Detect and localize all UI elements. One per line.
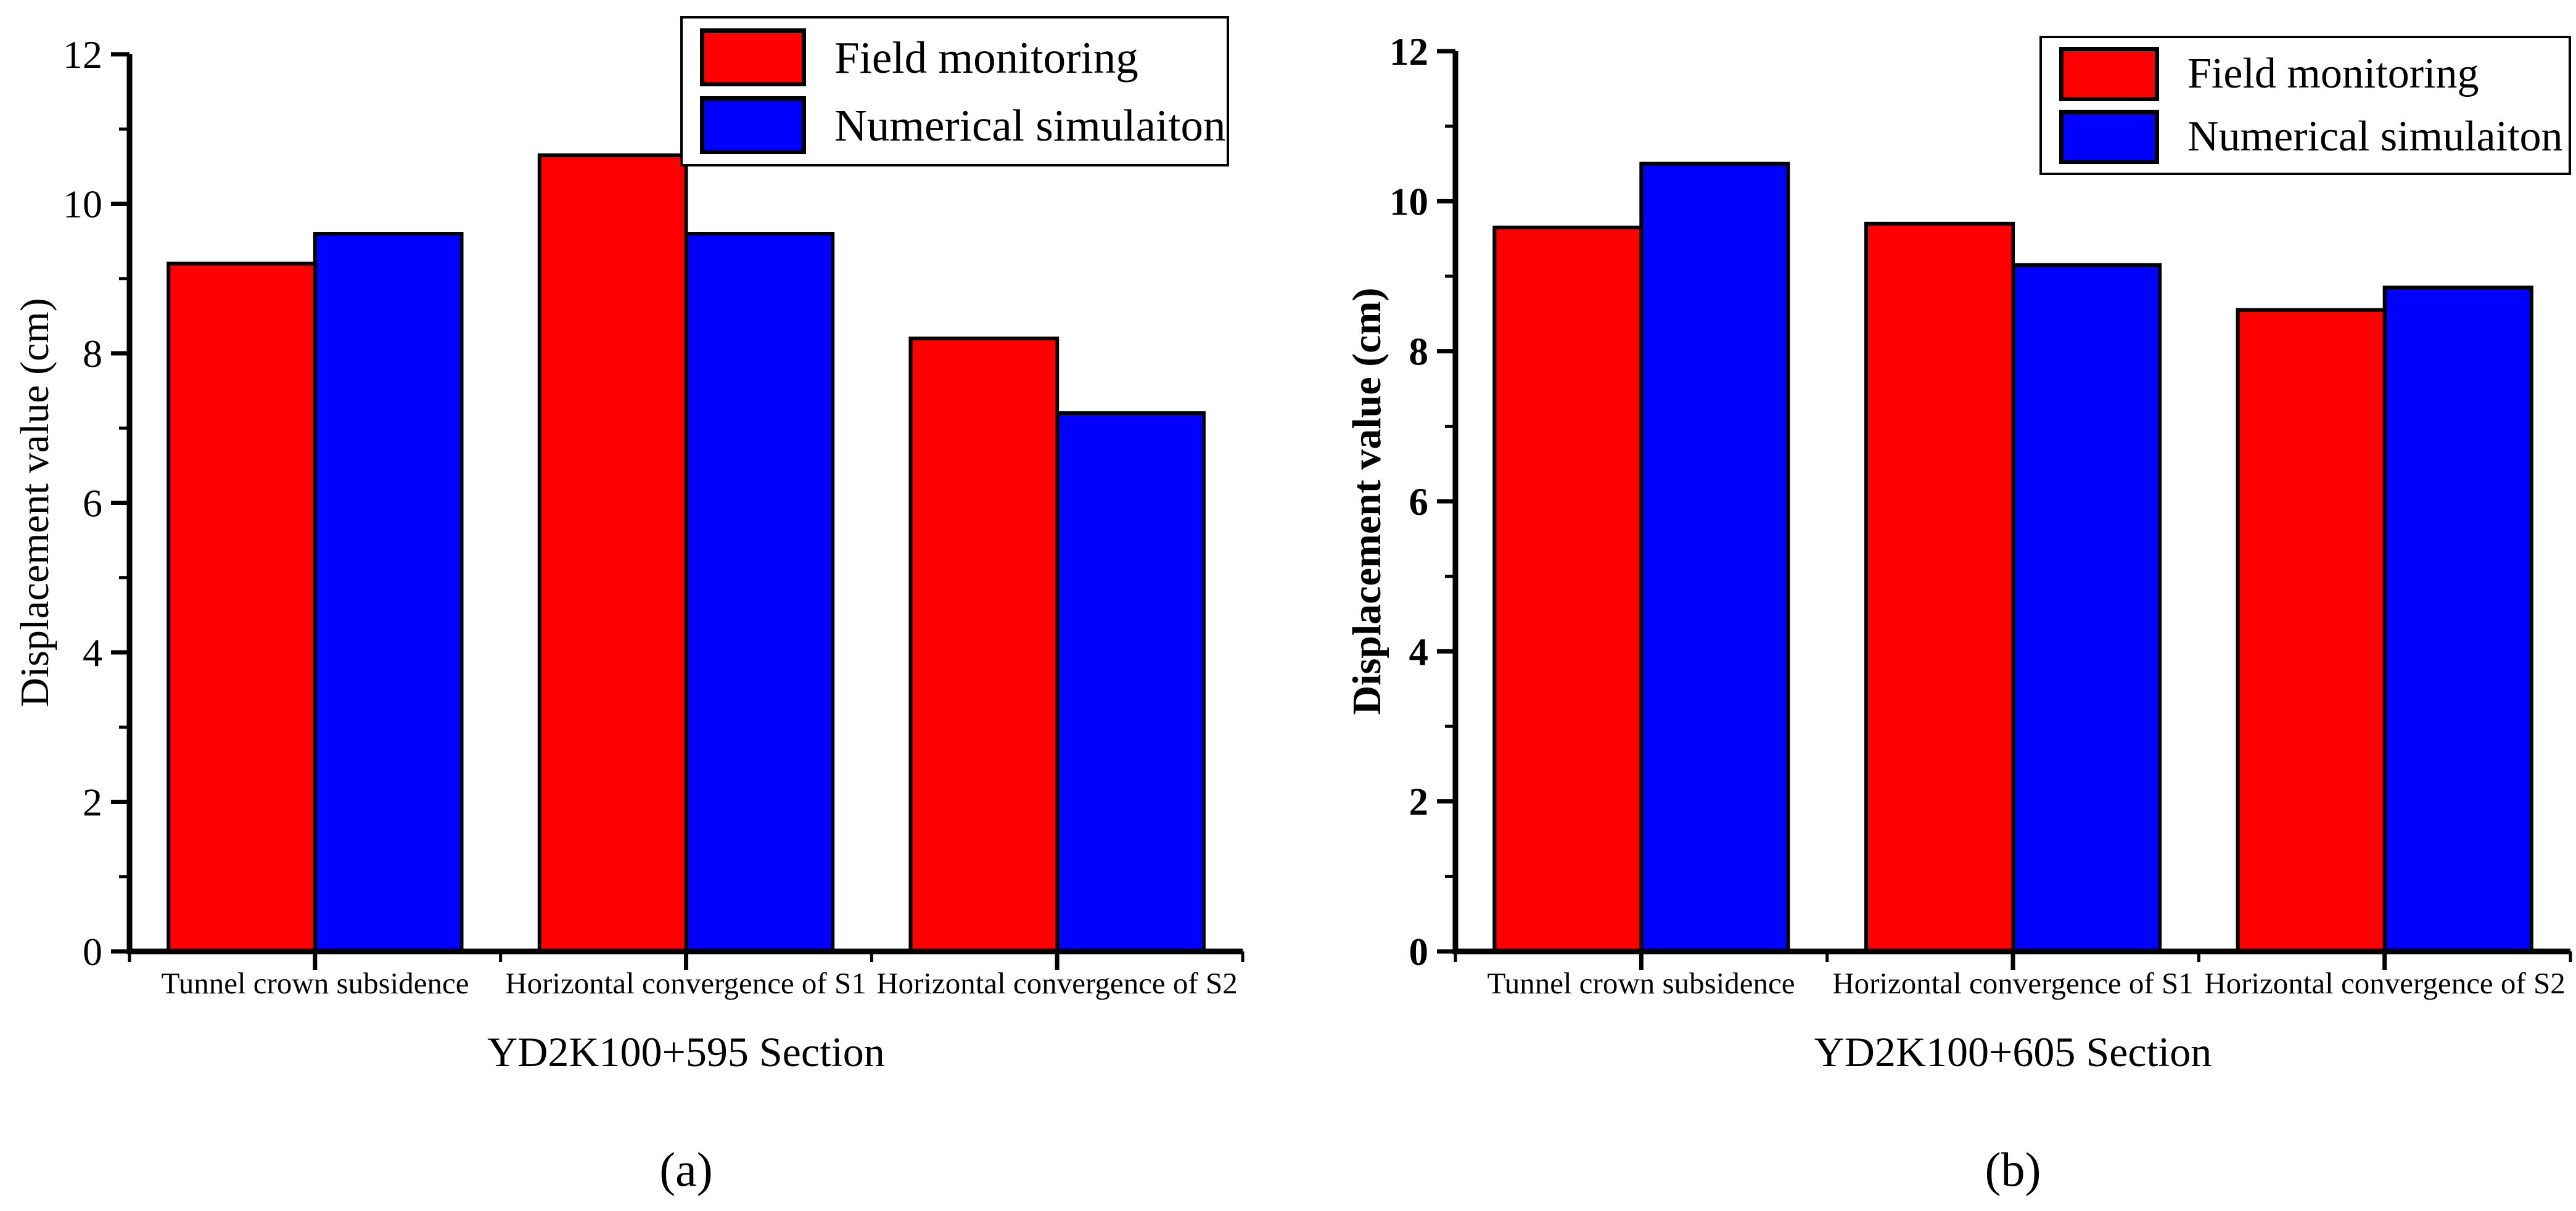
bar-field-monitoring-2 bbox=[1864, 221, 2015, 953]
y-tick-label: 6 bbox=[1409, 480, 1429, 523]
y-tick-label: 0 bbox=[83, 930, 102, 974]
legend-label: Field monitoring bbox=[834, 32, 1138, 83]
x-category-label: Tunnel crown subsidence bbox=[1487, 966, 1795, 1000]
legend-label: Numerical simulaiton bbox=[834, 100, 1226, 150]
y-tick-label: 10 bbox=[1389, 180, 1428, 223]
y-tick-label: 8 bbox=[83, 332, 102, 376]
bar-numerical-simulation-1 bbox=[313, 232, 464, 953]
legend-entry-field-monitoring: Field monitoring bbox=[700, 28, 1227, 86]
bar-plot-b: 0 2 4 6 8 10 12 bbox=[1389, 30, 2572, 974]
bar-field-monitoring-3 bbox=[908, 336, 1060, 953]
x-category-label: Horizontal convergence of S1 bbox=[1832, 966, 2194, 1000]
x-axis-title: YD2K100+605 Section bbox=[1814, 1028, 2212, 1075]
y-tick-label: 6 bbox=[83, 482, 102, 525]
bar-numerical-simulation-1 bbox=[1639, 162, 1790, 953]
legend: Field monitoring Numerical simulaiton bbox=[680, 16, 1229, 166]
y-tick-label: 8 bbox=[1409, 330, 1429, 374]
legend-entry-field-monitoring: Field monitoring bbox=[2059, 47, 2569, 101]
y-tick-label: 4 bbox=[1409, 630, 1429, 673]
chart-panel-a: 0 2 4 6 8 10 12 Displacement value (cm) Tunnel… bbox=[12, 16, 1245, 1196]
x-category-label: Horizontal convergence of S1 bbox=[505, 966, 866, 1000]
x-category-label: Tunnel crown subsidence bbox=[161, 966, 469, 1000]
y-tick-label: 2 bbox=[1409, 781, 1429, 824]
y-tick-label: 10 bbox=[63, 183, 102, 226]
panel-label-a: (a) bbox=[659, 1143, 713, 1196]
x-category-label: Horizontal convergence of S2 bbox=[2204, 966, 2566, 1000]
y-tick-label: 12 bbox=[63, 33, 102, 76]
bar-numerical-simulation-2 bbox=[684, 232, 835, 953]
bar-plot-a: 0 2 4 6 8 10 12 bbox=[63, 33, 1245, 974]
chart-panel-b: 0 2 4 6 8 10 12 Displacement value (cm) Tunnel… bbox=[1288, 0, 2576, 1211]
legend-label: Field monitoring bbox=[2187, 50, 2479, 97]
y-tick-label: 12 bbox=[1389, 30, 1428, 73]
x-category-label: Horizontal convergence of S2 bbox=[876, 966, 1238, 1000]
legend-entry-numerical-simulation: Numerical simulaiton bbox=[2059, 110, 2569, 164]
y-tick-label: 0 bbox=[1409, 930, 1429, 974]
bar-field-monitoring-2 bbox=[537, 153, 688, 954]
legend-label: Numerical simulaiton bbox=[2187, 113, 2563, 160]
y-axis-title: Displacement value (cm) bbox=[12, 298, 57, 707]
y-axis-title: Displacement value (cm) bbox=[1344, 287, 1389, 715]
legend-swatch-numerical-simulation bbox=[2059, 110, 2159, 164]
legend-swatch-field-monitoring bbox=[700, 28, 806, 86]
bar-numerical-simulation-2 bbox=[2011, 263, 2162, 954]
bar-field-monitoring-1 bbox=[1492, 225, 1644, 953]
legend-swatch-numerical-simulation bbox=[700, 96, 806, 154]
y-tick-label: 2 bbox=[83, 781, 102, 824]
bar-numerical-simulation-3 bbox=[1055, 411, 1206, 953]
bar-numerical-simulation-3 bbox=[2382, 285, 2533, 954]
bar-field-monitoring-1 bbox=[167, 261, 317, 953]
legend-swatch-field-monitoring bbox=[2059, 47, 2159, 101]
panel-label-b: (b) bbox=[1985, 1143, 2041, 1196]
bar-field-monitoring-3 bbox=[2236, 308, 2387, 954]
legend-entry-numerical-simulation: Numerical simulaiton bbox=[700, 96, 1227, 154]
legend: Field monitoring Numerical simulaiton bbox=[2039, 36, 2571, 175]
y-tick-label: 4 bbox=[83, 631, 102, 675]
x-axis-title: YD2K100+595 Section bbox=[487, 1028, 885, 1075]
